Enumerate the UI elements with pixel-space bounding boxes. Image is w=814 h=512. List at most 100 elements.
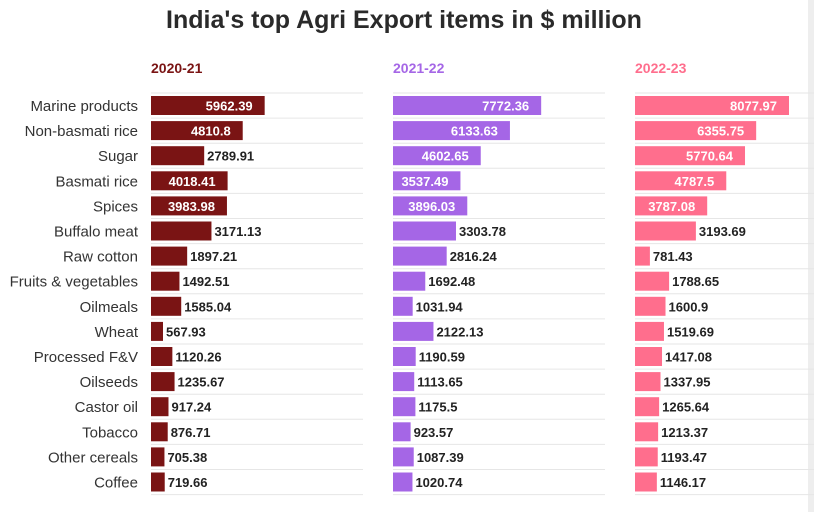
bar xyxy=(151,221,212,241)
bar xyxy=(151,472,165,492)
category-label: Raw cotton xyxy=(63,249,138,266)
data-label: 3303.78 xyxy=(459,224,506,239)
category-label: Wheat xyxy=(95,324,139,341)
data-label: 1120.26 xyxy=(175,350,221,365)
data-label: 4018.41 xyxy=(169,174,216,189)
bar xyxy=(635,347,663,366)
bar xyxy=(393,221,456,241)
bar xyxy=(151,422,168,442)
series-header-2022-23: 2022-23 xyxy=(635,60,687,76)
bar xyxy=(393,96,542,115)
bar xyxy=(151,321,163,341)
data-label: 1190.59 xyxy=(419,350,465,365)
bar xyxy=(393,347,416,366)
data-label: 3983.98 xyxy=(168,199,215,214)
bar xyxy=(635,171,727,191)
data-label: 1031.94 xyxy=(416,299,464,314)
category-label: Marine products xyxy=(30,98,138,115)
bar xyxy=(635,96,789,115)
data-label: 567.93 xyxy=(166,324,206,339)
data-label: 5770.64 xyxy=(686,149,734,164)
data-label: 6355.75 xyxy=(697,124,744,139)
bar xyxy=(151,146,205,166)
data-label: 2816.24 xyxy=(450,249,498,264)
bar xyxy=(635,121,757,141)
bar xyxy=(393,121,510,141)
data-label: 3896.03 xyxy=(408,199,455,214)
bar xyxy=(635,146,746,166)
series-header-2021-22: 2021-22 xyxy=(393,60,445,76)
data-label: 4810.8 xyxy=(191,124,231,139)
data-label: 1146.17 xyxy=(660,475,706,490)
data-label: 1492.51 xyxy=(182,274,229,289)
bar xyxy=(635,372,661,392)
right-edge-strip xyxy=(808,0,814,512)
data-label: 1020.74 xyxy=(415,475,463,490)
data-label: 1265.64 xyxy=(662,400,710,415)
data-label: 719.66 xyxy=(168,475,208,490)
bar xyxy=(393,171,461,191)
bar xyxy=(151,246,188,266)
bar xyxy=(151,372,175,392)
bar xyxy=(635,447,658,467)
category-label: Fruits & vegetables xyxy=(10,274,138,291)
category-label: Basmati rice xyxy=(55,173,138,190)
category-label: Castor oil xyxy=(75,399,138,416)
data-label: 1788.65 xyxy=(672,274,719,289)
category-label: Sugar xyxy=(98,148,138,165)
data-label: 1113.65 xyxy=(417,375,463,390)
data-label: 8077.97 xyxy=(730,99,777,114)
data-label: 4787.5 xyxy=(675,174,715,189)
chart-title: India's top Agri Export items in $ milli… xyxy=(166,6,642,34)
category-label: Oilmeals xyxy=(80,299,138,316)
bar xyxy=(151,96,265,115)
data-label: 6133.63 xyxy=(451,124,498,139)
data-label: 4602.65 xyxy=(422,149,469,164)
data-label: 1417.08 xyxy=(665,350,712,365)
bar xyxy=(393,472,413,492)
bar xyxy=(393,447,414,467)
data-label: 1087.39 xyxy=(417,450,464,465)
bar xyxy=(635,422,659,442)
bar xyxy=(393,296,413,316)
category-label: Spices xyxy=(93,198,138,215)
bar xyxy=(635,271,670,291)
data-label: 1897.21 xyxy=(190,249,237,264)
data-label: 1337.95 xyxy=(664,375,711,390)
bar xyxy=(151,397,169,417)
series-header-2020-21: 2020-21 xyxy=(151,60,203,76)
category-label: Buffalo meat xyxy=(54,224,139,241)
category-label: Coffee xyxy=(94,475,138,492)
data-label: 3787.08 xyxy=(648,199,695,214)
bar xyxy=(151,271,180,291)
bar xyxy=(635,397,660,417)
data-label: 1213.37 xyxy=(661,425,708,440)
bar xyxy=(393,321,434,341)
bar xyxy=(393,422,411,442)
bar xyxy=(393,146,481,166)
data-label: 1692.48 xyxy=(428,274,475,289)
bar xyxy=(635,321,664,341)
bar xyxy=(635,296,666,316)
data-label: 2122.13 xyxy=(436,324,483,339)
data-label: 5962.39 xyxy=(206,99,253,114)
category-label: Other cereals xyxy=(48,449,138,466)
bar xyxy=(151,121,243,141)
data-label: 3171.13 xyxy=(214,224,261,239)
data-label: 7772.36 xyxy=(482,99,529,114)
data-label: 1175.5 xyxy=(418,400,457,415)
bar xyxy=(393,372,415,392)
data-label: 1519.69 xyxy=(667,324,714,339)
data-label: 1235.67 xyxy=(178,375,225,390)
data-label: 876.71 xyxy=(171,425,211,440)
data-label: 1193.47 xyxy=(661,450,707,465)
bar xyxy=(393,397,416,417)
bar xyxy=(635,196,708,216)
bar xyxy=(635,472,657,492)
bar xyxy=(635,246,650,266)
data-label: 1600.9 xyxy=(669,299,709,314)
bar xyxy=(635,221,696,241)
data-label: 1585.04 xyxy=(184,299,232,314)
category-label: Processed F&V xyxy=(34,349,138,366)
